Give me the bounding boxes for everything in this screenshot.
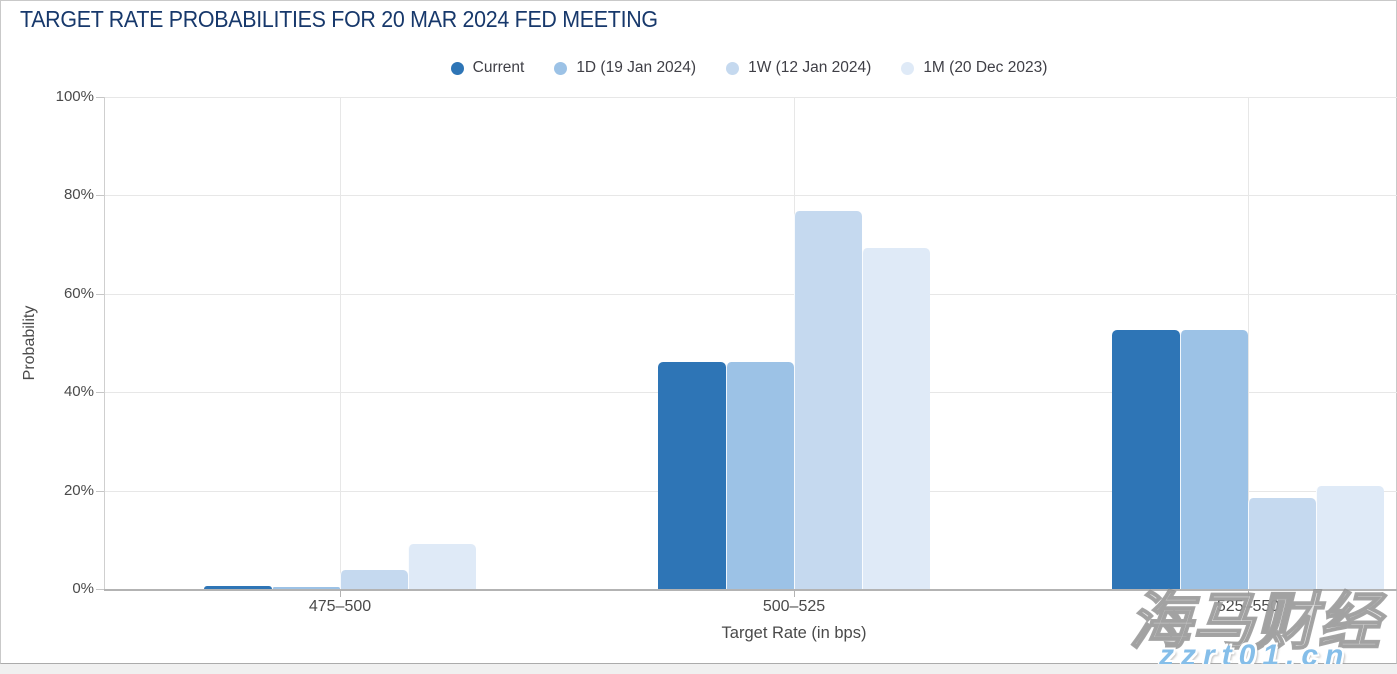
y-tick-label: 40%	[63, 383, 94, 401]
chart-bar[interactable]	[658, 361, 726, 589]
x-tick-label: 475–500	[308, 598, 372, 615]
chart-title: TARGET RATE PROBABILITIES FOR 20 MAR 202…	[20, 6, 658, 32]
bar-group-525-550	[1112, 97, 1384, 589]
y-axis-tick	[96, 97, 104, 98]
chart-bar[interactable]	[272, 586, 340, 589]
y-axis-title: Probability	[21, 305, 38, 381]
x-axis-title: Target Rate (in bps)	[721, 624, 867, 642]
x-axis-tick	[340, 591, 341, 597]
x-axis-tick	[794, 591, 795, 597]
legend-item-1w[interactable]: 1W (12 Jan 2024)	[726, 59, 871, 77]
y-axis-tick	[96, 490, 104, 492]
y-axis-tick	[96, 392, 104, 394]
chart-bar[interactable]	[1180, 329, 1248, 589]
gridline-vertical	[340, 97, 341, 589]
y-tick-label: 20%	[63, 481, 94, 499]
legend-item-current[interactable]: Current	[450, 59, 525, 77]
chart-legend: Current 1D (19 Jan 2024) 1W (12 Jan 2024) 1…	[104, 56, 1394, 80]
gridline-horizontal	[104, 97, 1397, 98]
legend-item-1d[interactable]: 1D (19 Jan 2024)	[554, 59, 696, 77]
chart-bar[interactable]	[1316, 486, 1384, 589]
chart-bar[interactable]	[794, 211, 862, 589]
gridline-vertical	[1248, 97, 1249, 589]
y-axis-tick	[96, 195, 104, 197]
legend-label: 1W (12 Jan 2024)	[748, 59, 872, 76]
gridline-horizontal	[104, 293, 1397, 295]
chart-bar[interactable]	[862, 248, 930, 589]
gridline-horizontal	[104, 195, 1397, 197]
y-axis-tick	[96, 589, 104, 590]
x-axis-tick	[1248, 591, 1249, 597]
chart-bar[interactable]	[340, 569, 408, 589]
x-tick-label: 500–525	[762, 598, 826, 615]
chart-bar[interactable]	[408, 544, 476, 589]
legend-label: 1M (20 Dec 2023)	[923, 59, 1048, 76]
legend-label: 1D (19 Jan 2024)	[576, 59, 697, 76]
chart-bar[interactable]	[1112, 329, 1180, 589]
x-axis-baseline	[104, 589, 1397, 591]
y-axis-tick	[96, 293, 104, 295]
chart-bar[interactable]	[726, 361, 794, 589]
y-tick-label: 0%	[72, 580, 94, 597]
legend-dot-icon	[554, 61, 568, 75]
bar-group-500-525	[658, 97, 930, 589]
legend-label: Current	[472, 59, 525, 76]
y-tick-label: 100%	[55, 88, 94, 105]
legend-item-1m[interactable]: 1M (20 Dec 2023)	[901, 59, 1047, 77]
legend-dot-icon	[901, 61, 915, 75]
page-footer-strip	[0, 664, 1397, 674]
chart-bar[interactable]	[1248, 497, 1316, 589]
legend-dot-icon	[450, 61, 464, 75]
y-axis-line	[104, 97, 105, 590]
legend-dot-icon	[726, 61, 740, 75]
bar-group-475-500	[204, 97, 476, 589]
y-tick-label: 80%	[63, 186, 94, 204]
x-tick-label: 525–550	[1216, 598, 1280, 615]
chart-bar[interactable]	[204, 585, 272, 589]
y-tick-label: 60%	[63, 284, 94, 302]
